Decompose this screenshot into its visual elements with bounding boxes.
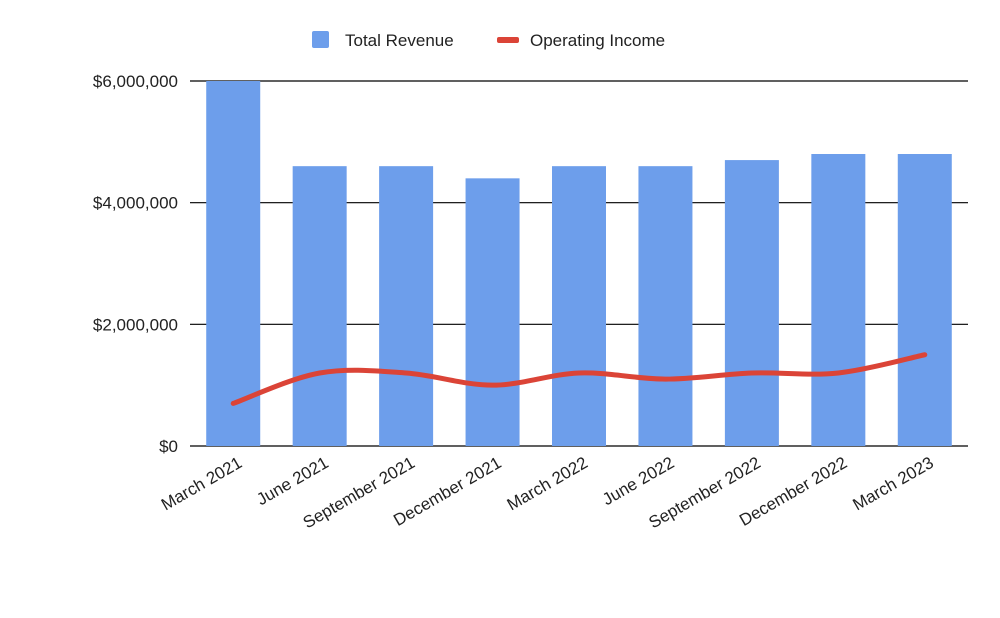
revenue-bar — [465, 178, 520, 447]
y-axis-tick-labels: $0 $2,000,000 $4,000,000 $6,000,000 — [93, 72, 178, 456]
x-tick-label: March 2023 — [850, 453, 937, 514]
revenue-bar — [206, 81, 261, 446]
y-tick-label: $4,000,000 — [93, 194, 178, 213]
revenue-bar — [292, 166, 347, 446]
legend-label-operating-income: Operating Income — [530, 31, 665, 50]
legend-swatch-total-revenue — [312, 31, 329, 48]
y-tick-label: $0 — [159, 437, 178, 456]
legend: Total Revenue Operating Income — [312, 31, 665, 50]
x-tick-label: June 2022 — [599, 453, 677, 509]
x-tick-label: March 2021 — [158, 453, 245, 514]
legend-label-total-revenue: Total Revenue — [345, 31, 454, 50]
revenue-bar — [811, 154, 866, 446]
revenue-bar — [638, 166, 693, 446]
revenue-bar — [724, 160, 779, 447]
revenue-bar — [897, 154, 952, 446]
operating-income-line — [230, 352, 928, 406]
revenue-bar — [552, 166, 606, 446]
y-tick-label: $6,000,000 — [93, 72, 178, 91]
x-tick-label: March 2022 — [504, 453, 591, 514]
operating-income-series-line — [230, 352, 928, 406]
revenue-bars — [206, 81, 952, 447]
x-tick-label: June 2021 — [253, 453, 331, 509]
legend-swatch-operating-income — [497, 37, 519, 43]
y-tick-label: $2,000,000 — [93, 315, 178, 334]
revenue-bar — [379, 166, 434, 446]
